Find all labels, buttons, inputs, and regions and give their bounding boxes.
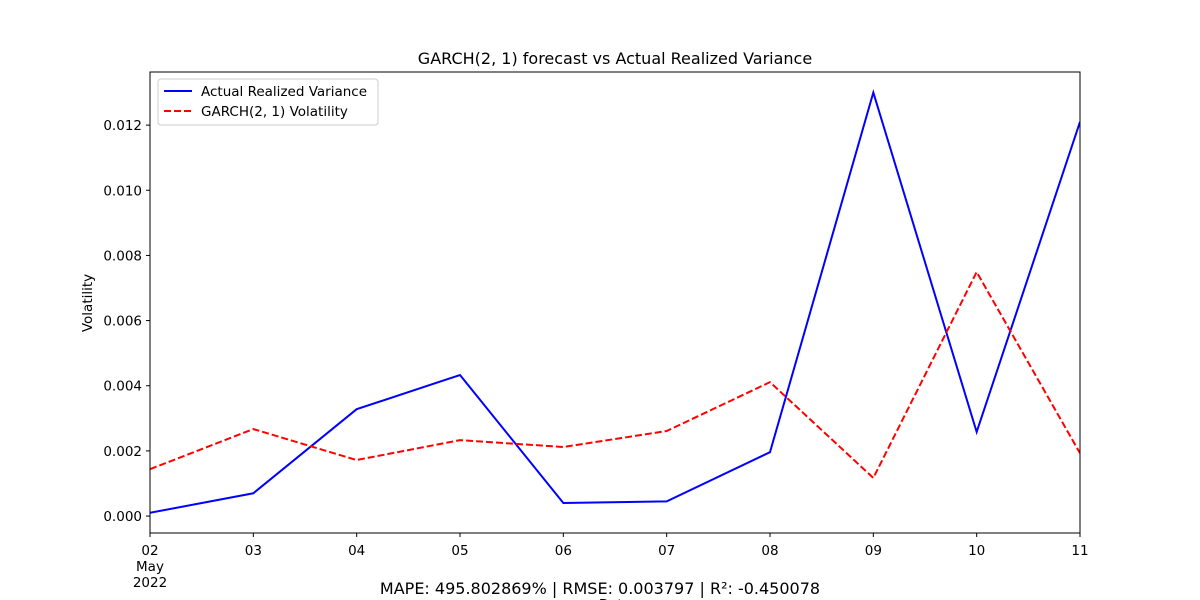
y-tick-label: 0.012: [103, 118, 142, 134]
x-tick-label: 10: [968, 543, 985, 559]
x-sublabel: May: [136, 559, 164, 575]
x-tick-label: 02: [141, 543, 158, 559]
y-tick-label: 0.008: [103, 248, 142, 264]
x-tick-label: 11: [1071, 543, 1088, 559]
legend-box: [157, 78, 379, 126]
y-tick-label: 0.000: [103, 509, 142, 525]
x-tick-label: 05: [451, 543, 468, 559]
y-tick-label: 0.002: [103, 444, 142, 460]
legend-label: Actual Realized Variance: [201, 84, 367, 100]
x-tick-label: 07: [658, 543, 675, 559]
y-axis-label: Volatility: [80, 274, 96, 332]
x-tick-label: 04: [348, 543, 365, 559]
series-line: [150, 88, 1080, 514]
y-tick-label: 0.004: [103, 379, 142, 395]
x-sublabel: 2022: [133, 575, 167, 591]
footer: MAPE: 495.802869% | RMSE: 0.003797 | R²:…: [380, 579, 820, 598]
y-tick-label: 0.010: [103, 183, 142, 199]
x-axis-label: Date: [599, 597, 631, 600]
y-tick-label: 0.006: [103, 314, 142, 330]
x-tick-label: 09: [865, 543, 882, 559]
x-tick-label: 03: [245, 543, 262, 559]
x-tick-label: 08: [761, 543, 778, 559]
plot-frame: [149, 71, 1081, 534]
x-tick-label: 06: [555, 543, 572, 559]
legend-label: GARCH(2, 1) Volatility: [201, 104, 348, 120]
series-line: [150, 269, 1080, 480]
chart-title: GARCH(2, 1) forecast vs Actual Realized …: [418, 49, 812, 68]
